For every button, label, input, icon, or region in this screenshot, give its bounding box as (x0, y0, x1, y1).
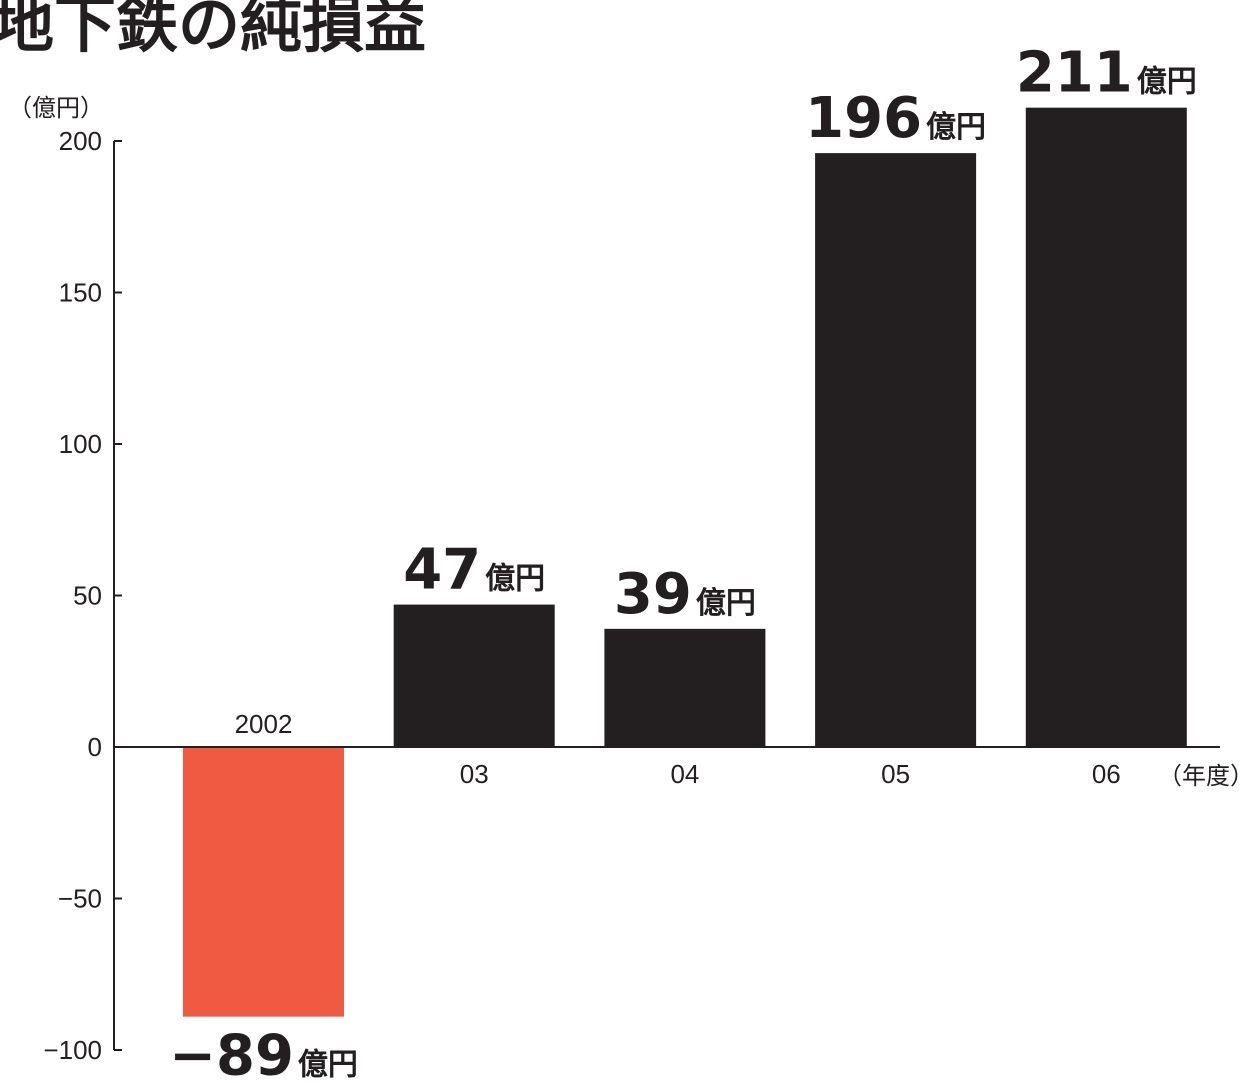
y-axis: −100 −50 0 50 100 150 200 (43, 126, 122, 1065)
y-tick-label: 200 (59, 126, 102, 156)
x-tick-label: 04 (670, 759, 699, 789)
x-axis-unit-label: （年度） (1158, 762, 1252, 790)
data-labels: −89 億円 47 億円 39 億円 196 億円 211 億円 (169, 41, 1197, 1083)
bar-06 (1025, 107, 1187, 748)
chart-title: 地下鉄の純損益 (0, 0, 426, 61)
bar-05 (815, 153, 977, 747)
y-tick-label: 100 (59, 429, 102, 459)
bars (114, 107, 1220, 1017)
y-tick-label: 150 (59, 278, 102, 308)
data-label: 39 億円 (614, 562, 756, 627)
data-label: −89 億円 (169, 1024, 358, 1083)
x-tick-label: 2002 (235, 709, 293, 739)
data-label: 211 億円 (1016, 41, 1197, 106)
x-tick-labels: 2002 03 04 05 06 (235, 709, 1121, 789)
x-tick-label: 05 (881, 759, 910, 789)
y-tick-label: 0 (88, 732, 102, 762)
y-axis-unit-label: （億円） (8, 94, 104, 122)
x-tick-label: 06 (1092, 759, 1121, 789)
y-tick-label: −100 (43, 1035, 102, 1065)
y-tick-label: 50 (73, 581, 102, 611)
bar-04 (604, 628, 766, 747)
bar-03 (393, 604, 555, 747)
x-tick-label: 03 (460, 759, 489, 789)
data-label: 47 億円 (403, 538, 545, 603)
data-label: 196 億円 (805, 86, 986, 151)
bar-2002 (183, 747, 344, 1017)
y-tick-label: −50 (58, 884, 102, 914)
